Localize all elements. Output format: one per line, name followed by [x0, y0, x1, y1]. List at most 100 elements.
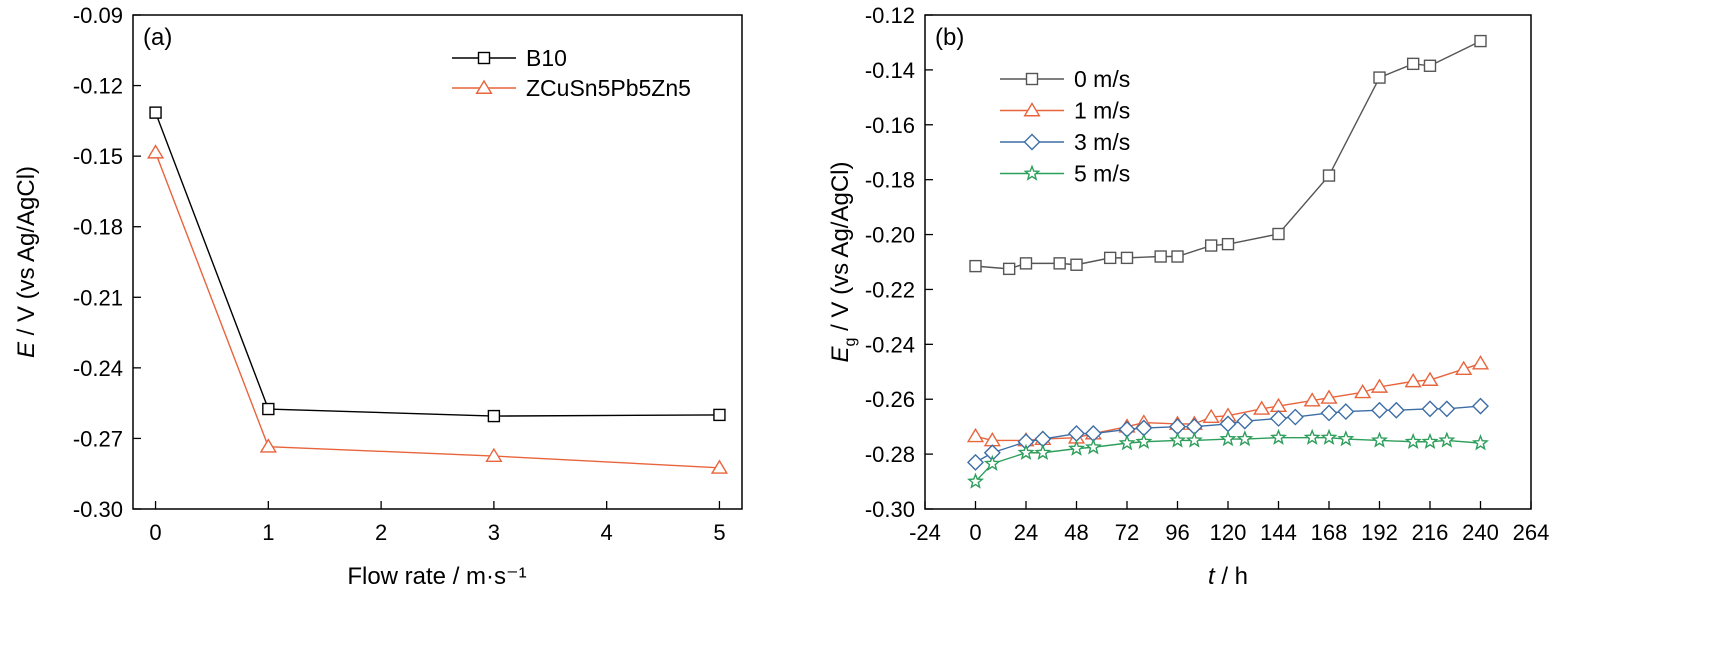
data-point — [1320, 389, 1338, 404]
data-point — [1236, 430, 1254, 447]
x-tick-label: 72 — [1115, 520, 1139, 545]
y-tick-label: -0.24 — [865, 332, 915, 357]
x-tick-label: 192 — [1361, 520, 1398, 545]
data-point — [966, 427, 985, 443]
legend-label: 3 m/s — [1074, 129, 1130, 155]
data-point — [1067, 439, 1086, 456]
data-point — [1002, 262, 1016, 276]
series-line — [974, 436, 1481, 483]
y-tick-label: -0.16 — [865, 113, 915, 138]
data-point — [1070, 258, 1083, 271]
data-point — [1373, 71, 1386, 84]
data-point — [1204, 239, 1218, 252]
data-point — [1017, 443, 1035, 460]
series-line — [975, 362, 1481, 442]
data-point — [1019, 257, 1033, 270]
legend-label: ZCuSn5Pb5Zn5 — [526, 75, 691, 101]
data-point — [1221, 237, 1235, 251]
data-point — [1303, 428, 1321, 445]
y-tick-label: -0.26 — [865, 387, 915, 412]
x-axis-title-b-rest: / h — [1215, 563, 1248, 590]
data-point — [1438, 400, 1456, 418]
x-axis-title-a: Flow rate / m·s⁻¹ — [347, 563, 526, 590]
x-tick-label: 96 — [1165, 520, 1189, 545]
x-tick-label: -24 — [909, 520, 941, 545]
y-axis-title-b-symbol: E — [827, 345, 854, 362]
data-point — [1269, 428, 1288, 445]
data-point — [1337, 430, 1355, 447]
data-point — [1455, 360, 1473, 375]
data-point — [1471, 355, 1490, 370]
data-point — [1118, 434, 1136, 451]
data-point — [1084, 438, 1102, 455]
y-axis-title-a: E / V (vs Ag/AgCl) — [13, 166, 40, 358]
data-point — [983, 454, 1001, 471]
x-tick-label: 48 — [1064, 520, 1088, 545]
y-axis-title-b-rest: / V (vs Ag/AgCl) — [827, 162, 854, 338]
y-tick-label: -0.12 — [865, 3, 915, 28]
y-tick-label: -0.18 — [73, 215, 123, 240]
x-tick-label: 144 — [1260, 520, 1297, 545]
data-point — [1421, 371, 1439, 386]
y-axis-title-b: Eg / V (vs Ag/AgCl) — [827, 162, 859, 363]
data-point — [485, 447, 503, 463]
series-3-m-s — [967, 397, 1489, 471]
data-point — [1438, 431, 1456, 448]
y-tick-label: -0.12 — [73, 74, 123, 99]
x-tick-label: 0 — [149, 520, 161, 545]
data-point — [1103, 251, 1117, 265]
data-point — [1423, 59, 1437, 72]
data-point — [1472, 397, 1489, 415]
legend-label: 1 m/s — [1074, 98, 1130, 124]
x-tick-label: 5 — [713, 520, 725, 545]
data-point — [1322, 169, 1336, 182]
y-tick-label: -0.09 — [73, 3, 123, 28]
data-point — [1168, 431, 1187, 448]
legend-item: ZCuSn5Pb5Zn5 — [452, 75, 691, 101]
series-5-m-s — [966, 428, 1490, 489]
y-tick-label: -0.30 — [73, 497, 123, 522]
data-point — [146, 144, 165, 159]
x-tick-label: 4 — [601, 520, 613, 545]
legend-label: 5 m/s — [1074, 161, 1130, 187]
series-0-m-s — [969, 34, 1487, 276]
data-point — [1154, 250, 1167, 263]
legend-item: 1 m/s — [1000, 98, 1130, 124]
legend-label: 0 m/s — [1074, 66, 1130, 92]
data-point — [1387, 401, 1405, 419]
data-point — [487, 409, 501, 423]
x-axis-title-b: t / h — [1208, 563, 1248, 590]
x-tick-label: 168 — [1311, 520, 1348, 545]
data-point — [1404, 373, 1422, 388]
data-point — [1406, 57, 1420, 71]
data-point — [1404, 432, 1422, 449]
series-line — [154, 152, 720, 469]
legend-marker — [1023, 133, 1041, 151]
data-point — [1370, 378, 1389, 393]
y-tick-label: -0.30 — [865, 497, 915, 522]
legend-marker — [1023, 102, 1041, 117]
legend-marker — [1025, 72, 1039, 86]
panel-label: (b) — [935, 24, 964, 51]
data-point — [1053, 257, 1066, 270]
y-tick-label: -0.21 — [73, 285, 123, 310]
data-point — [1320, 428, 1338, 445]
data-point — [1471, 434, 1490, 451]
data-point — [1270, 409, 1287, 427]
y-tick-label: -0.22 — [865, 277, 915, 302]
x-tick-label: 264 — [1513, 520, 1550, 545]
x-tick-label: 0 — [969, 520, 981, 545]
data-point — [1421, 432, 1439, 449]
data-point — [1219, 430, 1237, 447]
data-point — [966, 472, 985, 489]
data-point — [1337, 403, 1355, 421]
panel-a-chart: -0.09 -0.12 -0.15 -0.18 -0.21 -0.24 -0.27 -0.30… — [73, 3, 743, 545]
x-tick-label: 1 — [262, 520, 274, 545]
y-tick-label: -0.20 — [865, 223, 915, 248]
y-axis-title-a-rest: / V (vs Ag/AgCl) — [13, 166, 40, 342]
x-tick-label: 3 — [488, 520, 500, 545]
data-point — [1320, 404, 1338, 422]
data-point — [969, 259, 982, 273]
data-point — [1286, 408, 1304, 426]
